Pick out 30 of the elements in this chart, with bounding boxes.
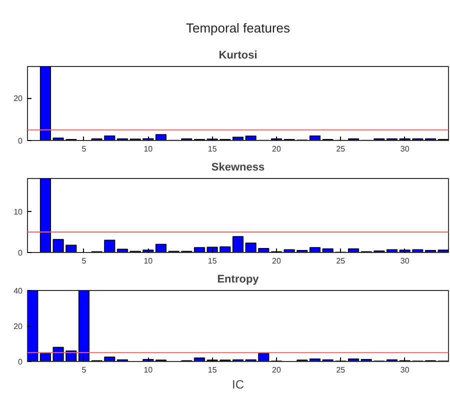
x-tick-label: 5 [82,144,87,154]
x-tick-label: 10 [144,144,154,154]
x-axis-title: IC [232,378,244,392]
x-tick-label: 15 [208,144,218,154]
x-tick-label: 15 [208,256,218,266]
y-tick-label: 0 [18,136,24,146]
y-tick-label: 20 [14,322,24,331]
y-tick-label: 0 [18,358,24,366]
text: Temporal features [186,20,291,36]
y-tick-label: 40 [14,286,24,296]
y-tick-label: 0 [18,248,24,258]
x-tick-label: 20 [272,366,282,374]
x-tick-label: 25 [336,256,346,266]
x-tick-label: 30 [400,366,410,374]
y-tick-label: 20 [14,94,24,104]
chart-title: Skewness [211,162,265,174]
y-tick-label: 10 [14,207,24,216]
x-tick-label: 30 [400,256,410,266]
x-tick-label: 20 [272,256,282,266]
x-tick-label: 10 [144,256,154,266]
x-tick-label: 20 [272,144,282,154]
x-tick-label: 5 [82,256,87,266]
x-tick-label: 30 [400,144,410,154]
x-tick-label: 5 [82,366,87,374]
chart-title: Kurtosi [218,50,258,62]
x-tick-label: 15 [208,366,218,374]
x-tick-label: 25 [336,144,346,154]
chart-title: Entropy [217,274,260,286]
x-tick-label: 25 [336,366,346,374]
x-tick-label: 10 [144,366,154,374]
